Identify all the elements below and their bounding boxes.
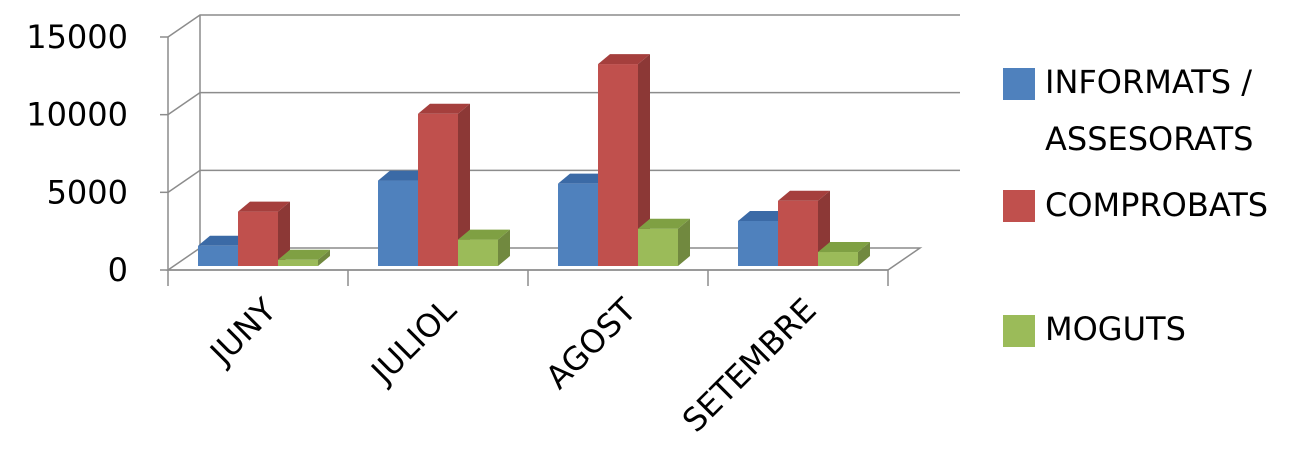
legend: INFORMATS / ASSESORATS COMPROBATS MOGUTS xyxy=(1003,63,1268,348)
bar xyxy=(818,242,870,266)
legend-item: INFORMATS / ASSESORATS xyxy=(1003,63,1253,158)
bar-top-face xyxy=(198,235,250,246)
x-axis: JUNY JULIOL AGOST SETEMBRE xyxy=(167,269,889,440)
bar-top-face xyxy=(278,249,330,260)
legend-swatch xyxy=(1003,315,1035,347)
x-tick-label: AGOST xyxy=(538,290,644,396)
bar-top-face xyxy=(378,170,430,181)
bar xyxy=(638,218,690,266)
bar-front-face xyxy=(458,239,498,266)
bar-top-face xyxy=(818,242,870,253)
legend-label: COMPROBATS xyxy=(1045,186,1268,224)
bar-side-face xyxy=(498,229,510,266)
bar-front-face xyxy=(238,211,278,266)
bar-side-face xyxy=(458,103,470,266)
bar-side-face xyxy=(678,218,690,266)
legend-label: INFORMATS / xyxy=(1045,63,1252,101)
legend-item: MOGUTS xyxy=(1003,310,1186,348)
y-tick-label: 0 xyxy=(108,251,128,289)
bar xyxy=(238,201,290,266)
bar-front-face xyxy=(598,64,638,266)
x-tick-label: SETEMBRE xyxy=(675,291,824,440)
x-tick-label: JUNY xyxy=(201,290,284,373)
legend-swatch xyxy=(1003,190,1035,222)
bar-side-face xyxy=(638,54,650,266)
bar-top-face xyxy=(458,229,510,240)
bar-front-face xyxy=(198,245,238,266)
bar-front-face xyxy=(378,180,418,266)
gridline xyxy=(167,91,960,116)
bar xyxy=(278,249,330,266)
bar-top-face xyxy=(558,173,610,184)
legend-item: COMPROBATS xyxy=(1003,186,1268,224)
bars-layer xyxy=(198,54,870,266)
bar-front-face xyxy=(738,220,778,266)
bar-top-face xyxy=(418,103,470,114)
bar-front-face xyxy=(278,259,318,266)
bar-top-face xyxy=(638,218,690,229)
bar-front-face xyxy=(778,200,818,266)
y-tick-label: 5000 xyxy=(47,173,128,211)
bar-side-face xyxy=(278,201,290,266)
y-axis: 0 5000 10000 15000 xyxy=(26,18,169,289)
bar-top-face xyxy=(778,190,830,201)
legend-label: ASSESORATS xyxy=(1045,120,1253,158)
legend-swatch xyxy=(1003,68,1035,100)
bar-front-face xyxy=(638,228,678,266)
bar-front-face xyxy=(418,113,458,266)
bar-top-face xyxy=(738,210,790,221)
bar-front-face xyxy=(818,252,858,266)
y-tick-label: 15000 xyxy=(26,18,128,56)
x-tick-label: JULIOL xyxy=(362,291,463,392)
gridline xyxy=(167,14,960,38)
bar-side-face xyxy=(858,242,870,266)
legend-label: MOGUTS xyxy=(1045,310,1186,348)
bar xyxy=(598,54,650,266)
y-tick-label: 10000 xyxy=(26,96,128,134)
bar-side-face xyxy=(318,249,330,266)
bar-front-face xyxy=(558,183,598,266)
bar-top-face xyxy=(598,54,650,65)
bar-top-face xyxy=(238,201,290,212)
bar xyxy=(418,103,470,266)
bar xyxy=(458,229,510,266)
